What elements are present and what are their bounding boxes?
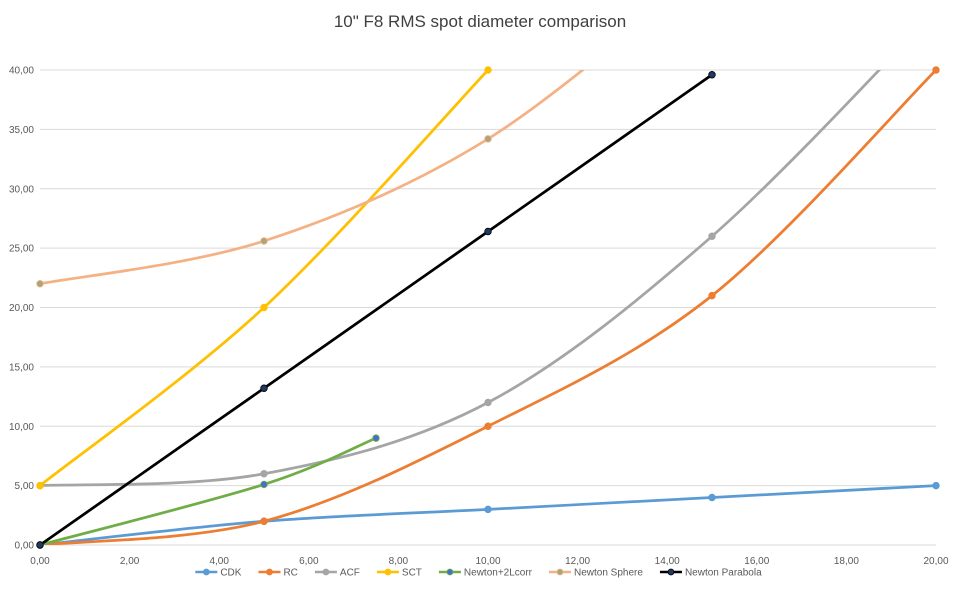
y-tick-label: 20,00	[9, 303, 34, 314]
data-point-newton-sphere	[484, 135, 492, 143]
data-point-sct	[260, 303, 268, 312]
axes: 0,00 5,00 10,00 15,00 20,00 25,00 30,00 35,00 40…	[9, 66, 949, 568]
legend-swatch-marker	[266, 568, 273, 576]
data-point-rc	[484, 422, 492, 430]
legend-label: RC	[283, 568, 297, 579]
legend-label: Newton+2Lcorr	[464, 568, 533, 579]
legend-item-newton-2lcorr: Newton+2Lcorr	[438, 568, 533, 579]
legend-label: ACF	[340, 568, 360, 579]
data-point-newton-2lcorr	[372, 434, 380, 442]
y-tick-label: 25,00	[9, 244, 34, 255]
data-point-newton-sphere	[260, 237, 268, 245]
data-point-newton-parabola	[36, 541, 44, 549]
x-tick-label: 0,00	[30, 556, 50, 567]
x-tick-label: 10,00	[475, 556, 500, 567]
series-line-newton-2lcorr	[40, 436, 378, 545]
y-tick-label: 40,00	[9, 66, 34, 77]
x-tick-label: 4,00	[209, 556, 229, 567]
legend-label: CDK	[220, 568, 241, 579]
legend: CDK RC ACF SCT Newton+2Lcorr Newton Sphere New…	[195, 568, 762, 579]
legend-item-newton-sphere: Newton Sphere	[549, 568, 643, 579]
data-point-rc	[708, 291, 716, 300]
x-tick-label: 8,00	[389, 556, 409, 567]
legend-swatch-marker	[667, 568, 675, 576]
series-line-newton-parabola	[40, 73, 714, 545]
data-point-rc	[260, 517, 268, 525]
x-tick-label: 2,00	[120, 556, 140, 567]
legend-swatch-marker	[384, 568, 392, 576]
x-tick-label: 18,00	[834, 556, 859, 567]
data-point-cdk	[932, 481, 940, 490]
series-lines	[40, 70, 936, 545]
y-tick-label: 5,00	[15, 481, 35, 492]
data-point-sct	[36, 481, 44, 490]
y-tick-label: 10,00	[9, 422, 34, 433]
data-point-newton-parabola	[484, 227, 492, 236]
series-line-rc	[40, 70, 936, 545]
legend-swatch-marker	[322, 568, 330, 576]
legend-item-acf: ACF	[314, 568, 360, 579]
legend-swatch-marker	[202, 568, 210, 576]
chart-title: 10" F8 RMS spot diameter comparison	[334, 12, 626, 31]
legend-item-newton-parabola: Newton Parabola	[659, 568, 762, 579]
y-tick-label: 15,00	[9, 362, 34, 373]
data-point-sct	[484, 66, 492, 74]
series-line-acf	[40, 70, 882, 487]
legend-swatch-marker	[556, 568, 564, 576]
x-tick-label: 6,00	[299, 556, 319, 567]
legend-swatch-marker	[446, 568, 454, 576]
data-point-newton-sphere	[36, 280, 44, 288]
data-point-newton-2lcorr	[260, 480, 268, 489]
data-point-newton-parabola	[260, 384, 268, 392]
y-tick-label: 35,00	[9, 125, 34, 136]
data-point-cdk	[708, 493, 716, 502]
series-markers	[36, 66, 940, 549]
legend-label: Newton Parabola	[685, 568, 762, 579]
x-tick-label: 16,00	[744, 556, 769, 567]
data-point-acf	[484, 398, 492, 407]
legend-label: SCT	[402, 568, 422, 579]
legend-item-rc: RC	[258, 568, 298, 579]
x-tick-label: 20,00	[923, 556, 948, 567]
data-point-acf	[708, 232, 716, 240]
x-tick-label: 12,00	[565, 556, 590, 567]
data-point-rc	[932, 66, 940, 74]
data-point-acf	[260, 470, 268, 478]
series-line-newton-sphere	[40, 70, 585, 286]
y-tick-label: 0,00	[15, 541, 35, 552]
x-tick-label: 14,00	[655, 556, 680, 567]
legend-item-cdk: CDK	[195, 568, 242, 579]
legend-item-sct: SCT	[376, 568, 422, 579]
legend-label: Newton Sphere	[574, 568, 643, 579]
y-tick-label: 30,00	[9, 184, 34, 195]
data-point-cdk	[484, 505, 492, 514]
data-point-newton-parabola	[708, 71, 716, 79]
